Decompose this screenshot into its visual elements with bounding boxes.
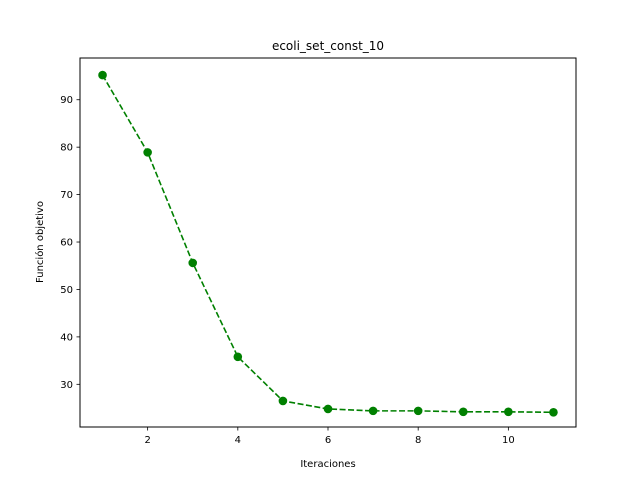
y-tick-label: 90 xyxy=(60,95,73,106)
data-point xyxy=(458,407,468,417)
x-tick-label: 8 xyxy=(415,435,421,446)
plot-marks xyxy=(98,70,558,417)
data-point xyxy=(549,407,558,417)
plot-frame xyxy=(79,57,577,428)
y-tick-label: 60 xyxy=(60,238,73,249)
data-point xyxy=(504,407,513,417)
data-point xyxy=(98,70,107,80)
y-tick-label: 40 xyxy=(60,332,73,343)
y-tick-label: 70 xyxy=(60,190,73,201)
data-point xyxy=(143,148,152,157)
data-point xyxy=(368,406,378,416)
x-axis-ticks: 2 4 6 8 10 xyxy=(144,427,515,446)
y-axis-label: Función objetivo xyxy=(34,201,46,283)
data-point xyxy=(233,352,243,362)
y-tick-label: 80 xyxy=(60,143,73,154)
data-point xyxy=(188,258,198,268)
x-tick-label: 2 xyxy=(144,435,150,446)
y-tick-label: 50 xyxy=(60,285,73,296)
x-axis-label: Iteraciones xyxy=(300,459,355,470)
data-point xyxy=(323,404,333,414)
x-tick-label: 4 xyxy=(235,435,241,446)
x-tick-label: 6 xyxy=(325,435,331,446)
data-point xyxy=(278,396,288,406)
chart-title: ecoli_set_const_10 xyxy=(272,39,384,53)
x-tick-label: 10 xyxy=(502,435,515,446)
y-tick-label: 30 xyxy=(60,380,73,391)
y-axis-ticks: 30 40 50 60 70 80 90 xyxy=(60,95,80,391)
data-point xyxy=(413,406,423,416)
